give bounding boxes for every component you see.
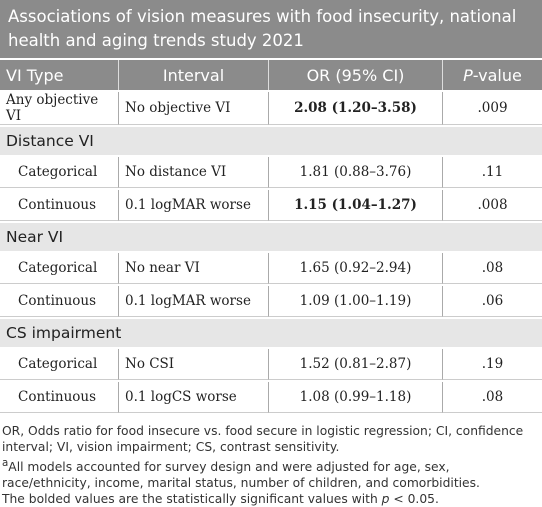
note-italic: p (381, 492, 390, 507)
header-row: VI Type Interval OR (95% CI) P-value (0, 60, 542, 90)
cell: .08 (442, 253, 542, 284)
data-row: Continuous 0.1 logMAR worse 1.15 (1.04–1.2… (0, 190, 542, 221)
data-row: Any objective VI No objective VI 2.08 (1.2… (0, 92, 542, 125)
cell: Categorical (0, 157, 118, 188)
cell: .11 (442, 157, 542, 188)
data-row: Categorical No CSI 1.52 (0.81–2.87) .19 (0, 349, 542, 380)
footnote-mark: a (2, 457, 9, 469)
cell: .06 (442, 286, 542, 317)
notes: OR, Odds ratio for food insecure vs. foo… (0, 415, 542, 507)
cell: No objective VI (118, 92, 268, 125)
header-cell: VI Type (0, 60, 118, 90)
table-title: Associations of vision measures with foo… (0, 0, 542, 58)
section-row: Near VI (0, 223, 542, 251)
note-text: The bolded values are the statistically … (2, 492, 382, 507)
cell: Categorical (0, 349, 118, 380)
note: OR, Odds ratio for food insecure vs. foo… (2, 424, 524, 454)
cell: 2.08 (1.20–3.58) (268, 92, 442, 125)
cell: Any objective VI (0, 92, 118, 125)
data-row: Continuous 0.1 logMAR worse 1.09 (1.00–1.1… (0, 286, 542, 317)
cell: 1.81 (0.88–3.76) (268, 157, 442, 188)
cell: 1.09 (1.00–1.19) (268, 286, 442, 317)
header-cell: OR (95% CI) (268, 60, 442, 90)
section-label: CS impairment (0, 319, 542, 347)
cell: .008 (442, 190, 542, 221)
cell: Continuous (0, 382, 118, 413)
data-row: Categorical No distance VI 1.81 (0.88–3.76… (0, 157, 542, 188)
note: The bolded values are the statistically … (2, 491, 540, 507)
note-text: < 0.05. (389, 492, 439, 507)
header-cell: Interval (118, 60, 268, 90)
table-body: Any objective VI No objective VI 2.08 (1.2… (0, 92, 542, 413)
header-italic: P (463, 65, 473, 85)
cell: 0.1 logMAR worse (118, 286, 268, 317)
section-label: Distance VI (0, 127, 542, 155)
cell: .009 (442, 92, 542, 125)
cell: 1.08 (0.99–1.18) (268, 382, 442, 413)
section-row: Distance VI (0, 127, 542, 155)
section-label: Near VI (0, 223, 542, 251)
note: aAll models accounted for survey design … (2, 455, 540, 491)
cell: Continuous (0, 190, 118, 221)
cell: 0.1 logMAR worse (118, 190, 268, 221)
cell: 1.15 (1.04–1.27) (268, 190, 442, 221)
cell: Categorical (0, 253, 118, 284)
note-text: All models accounted for survey design a… (2, 460, 480, 491)
data-row: Continuous 0.1 logCS worse 1.08 (0.99–1.18… (0, 382, 542, 413)
table: VI Type Interval OR (95% CI) P-value Any… (0, 58, 542, 415)
cell: Continuous (0, 286, 118, 317)
cell: .19 (442, 349, 542, 380)
cell: 1.52 (0.81–2.87) (268, 349, 442, 380)
cell: No distance VI (118, 157, 268, 188)
data-row: Categorical No near VI 1.65 (0.92–2.94) .08 (0, 253, 542, 284)
cell: No near VI (118, 253, 268, 284)
cell: .08 (442, 382, 542, 413)
header-text: -value (472, 65, 522, 85)
cell: No CSI (118, 349, 268, 380)
cell: 1.65 (0.92–2.94) (268, 253, 442, 284)
section-row: CS impairment (0, 319, 542, 347)
header-cell: P-value (442, 60, 542, 90)
cell: 0.1 logCS worse (118, 382, 268, 413)
